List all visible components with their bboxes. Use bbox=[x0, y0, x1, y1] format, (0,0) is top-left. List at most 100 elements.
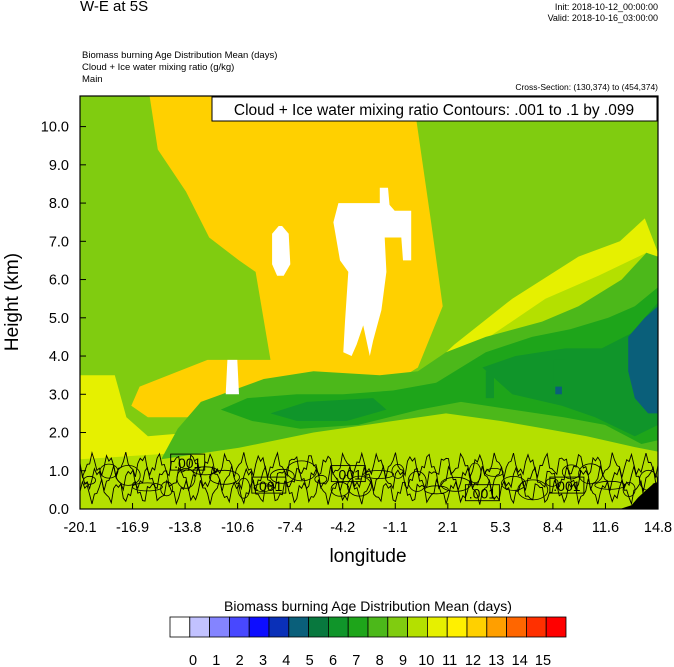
colorbar-label: 4 bbox=[282, 653, 290, 667]
terrain-fill bbox=[619, 482, 658, 509]
age-region-12 bbox=[555, 386, 562, 395]
valid-time: Valid: 2018-10-16_03:00:00 bbox=[547, 13, 658, 23]
age-region-10 bbox=[485, 371, 494, 399]
age-fill-layer bbox=[80, 96, 658, 509]
cloud-contour-cell-8 bbox=[237, 477, 251, 499]
cloud-contour-cell-5 bbox=[176, 467, 196, 489]
cloud-contour-cell-21 bbox=[484, 467, 504, 477]
cloud-contour-cell-26 bbox=[578, 463, 603, 485]
y-axis: 0.0 1.0 2.0 3.0 4.0 5.0 6.0 7.0 8.0 9.0 10.0 bbox=[41, 120, 86, 518]
cloud-contour-line-2 bbox=[80, 451, 658, 479]
cloud-contour-cell-25 bbox=[561, 464, 581, 480]
colorbar-swatch bbox=[486, 616, 507, 638]
contour-label-box-2 bbox=[330, 465, 366, 483]
x-tick-label: -20.1 bbox=[63, 520, 96, 536]
cloud-contour-cell-17 bbox=[407, 470, 427, 492]
cloud-contour-cell-9 bbox=[253, 483, 273, 493]
colorbar-label: 0 bbox=[189, 653, 197, 667]
cloud-contour-cell-23 bbox=[517, 479, 549, 501]
colorbar-label: 6 bbox=[329, 653, 337, 667]
colorbar-title: Biomass burning Age Distribution Mean (d… bbox=[224, 598, 512, 614]
x-tick-label: -7.4 bbox=[278, 520, 303, 536]
colorbar-label: 15 bbox=[535, 653, 551, 667]
cloud-contour-cell-0 bbox=[83, 475, 96, 485]
subtitle-age: Biomass burning Age Distribution Mean (d… bbox=[82, 50, 278, 61]
contour-label-box-3 bbox=[464, 484, 500, 502]
colorbar-swatch bbox=[308, 616, 329, 638]
colorbar-swatch bbox=[268, 616, 290, 638]
x-tick-label: -13.8 bbox=[169, 520, 202, 536]
contour-label: .001 bbox=[174, 455, 201, 471]
colorbar-label: 8 bbox=[376, 653, 384, 667]
cloud-contour-cell-28 bbox=[622, 482, 636, 497]
contour-label: .001 bbox=[469, 486, 496, 502]
x-axis: -20.1 -16.9 -13.8 -10.6 -7.4 -4.2 -1.1 2.1 5.3 8.… bbox=[63, 503, 672, 536]
cloud-contour-cell-18 bbox=[423, 485, 449, 495]
x-tick-label: 14.8 bbox=[644, 520, 672, 536]
age-region-14 bbox=[272, 226, 291, 276]
cloud-contour-cell-14 bbox=[346, 475, 372, 497]
cloud-contour-cell-13 bbox=[330, 481, 350, 497]
colorbar-swatch bbox=[426, 616, 448, 638]
colorbar-swatch bbox=[387, 616, 408, 638]
cloud-contour-cell-2 bbox=[115, 464, 141, 486]
colorbar-swatch bbox=[446, 616, 468, 638]
cloud-contour-cell-16 bbox=[391, 463, 405, 479]
age-region-8 bbox=[482, 302, 658, 437]
colorbar-label: 13 bbox=[488, 653, 504, 667]
x-tick-label: 5.3 bbox=[490, 520, 510, 536]
cloud-contour-cell-12 bbox=[314, 474, 328, 484]
cloud-contour-cell-1 bbox=[99, 463, 119, 479]
contour-label: .001 bbox=[255, 478, 282, 494]
y-tick-label: 9.0 bbox=[49, 158, 69, 174]
colorbar-label: 10 bbox=[418, 653, 434, 667]
x-tick-label: -4.2 bbox=[330, 520, 355, 536]
colorbar-swatch bbox=[506, 616, 527, 638]
contour-label-box-1 bbox=[251, 476, 287, 494]
cloud-contour-cell-24 bbox=[545, 477, 559, 487]
cloud-contour-cell-10 bbox=[269, 468, 295, 484]
colorbar-swatch bbox=[327, 616, 349, 638]
contour-label-box-0 bbox=[170, 453, 206, 471]
contour-label: .001 bbox=[335, 467, 362, 483]
cloud-contour-cell-4 bbox=[160, 481, 174, 497]
colorbar-swatch bbox=[209, 616, 230, 638]
chart-title: W-E at 5S bbox=[80, 0, 149, 15]
colorbar-swatch bbox=[228, 616, 250, 638]
plot-frame bbox=[79, 95, 659, 510]
colorbar-swatch bbox=[367, 616, 389, 638]
x-tick-label: -1.1 bbox=[383, 520, 408, 536]
colorbar-label: 7 bbox=[352, 653, 360, 667]
init-time: Init: 2018-10-12_00:00:00 bbox=[554, 2, 658, 12]
contour-label-box-4 bbox=[549, 476, 585, 494]
x-tick-label: 2.1 bbox=[438, 520, 458, 536]
y-tick-label: 8.0 bbox=[49, 196, 69, 212]
colorbar-label: 3 bbox=[259, 653, 267, 667]
cross-section-label: Cross-Section: (130,374) to (454,374) bbox=[515, 82, 658, 92]
x-tick-label: 8.4 bbox=[543, 520, 563, 536]
colorbar-swatch bbox=[466, 616, 488, 638]
y-tick-label: 10.0 bbox=[41, 120, 69, 136]
x-tick-label: -10.6 bbox=[221, 520, 254, 536]
colorbar-label: 1 bbox=[212, 653, 220, 667]
cloud-contour-cell-20 bbox=[468, 462, 482, 484]
contour-label: .001 bbox=[553, 478, 580, 494]
y-tick-label: 4.0 bbox=[49, 349, 69, 365]
age-region-16 bbox=[379, 187, 390, 207]
terrain-layer bbox=[619, 482, 658, 509]
age-region-15 bbox=[225, 359, 239, 395]
colorbar-label: 12 bbox=[465, 653, 481, 667]
colorbar-label: 14 bbox=[512, 653, 528, 667]
colorbar: 0 1 2 3 4 5 6 7 8 9 10 11 12 13 14 15 bbox=[169, 616, 567, 667]
colorbar-swatch bbox=[288, 616, 309, 638]
subtitle-main: Main bbox=[82, 74, 103, 85]
x-tick-label: -16.9 bbox=[116, 520, 149, 536]
y-tick-label: 6.0 bbox=[49, 273, 69, 289]
contour-info-box bbox=[211, 96, 658, 122]
x-tick-label: 11.6 bbox=[592, 520, 619, 536]
y-axis-label: Height (km) bbox=[2, 253, 23, 351]
cloud-contour-cell-15 bbox=[363, 470, 395, 479]
contour-info-text: Cloud + Ice water mixing ratio Contours:… bbox=[234, 102, 634, 119]
colorbar-swatch bbox=[248, 616, 270, 638]
